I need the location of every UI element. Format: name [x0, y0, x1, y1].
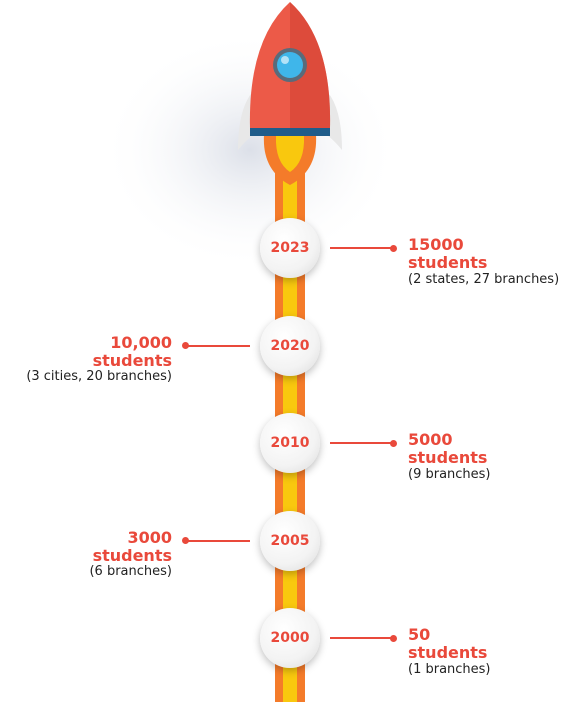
- connector-line: [186, 344, 250, 347]
- student-unit: students: [408, 448, 488, 468]
- connector-dot: [390, 244, 397, 252]
- student-count: 15000: [408, 235, 464, 254]
- student-count: 50: [408, 625, 431, 644]
- connector-line: [330, 442, 392, 444]
- year-label: 2000: [270, 630, 310, 646]
- branch-detail: (6 branches): [89, 564, 172, 580]
- branch-detail: (2 states, 27 branches): [408, 271, 560, 287]
- branch-detail: (3 cities, 20 branches): [26, 369, 172, 385]
- connector-line: [330, 637, 392, 639]
- milestone-label-2005: 3000 students (6 branches): [89, 527, 172, 581]
- rocket-window-glare: [281, 56, 289, 64]
- rocket-band: [250, 128, 330, 136]
- background-glow: [100, 30, 400, 270]
- student-count: 3000: [127, 527, 172, 547]
- rocket-window: [277, 52, 303, 78]
- connector-line: [330, 247, 392, 249]
- year-node-2000: 2000: [260, 608, 320, 668]
- connector-line: [186, 539, 250, 542]
- milestone-label-2010: 5000 students (9 branches): [408, 430, 491, 483]
- rocket-body-shade: [290, 2, 331, 128]
- student-count: 10,000: [110, 332, 172, 352]
- connector-dot: [182, 537, 189, 544]
- year-label: 2005: [270, 532, 310, 549]
- student-unit: students: [92, 545, 172, 565]
- year-node-2010: 2010: [260, 413, 320, 473]
- year-node-2020: 2020: [260, 315, 320, 376]
- student-count: 5000: [408, 430, 453, 449]
- flame-inner: [275, 132, 305, 172]
- milestone-label-2020: 10,000 students (3 cities, 20 branches): [26, 332, 172, 386]
- milestone-label-2023: 15000 students (2 states, 27 branches): [408, 235, 560, 288]
- student-unit: students: [92, 350, 172, 370]
- year-label: 2020: [270, 337, 310, 354]
- year-label: 2010: [270, 435, 310, 451]
- connector-dot: [182, 342, 189, 349]
- milestone-label-2000: 50 students (1 branches): [408, 625, 491, 678]
- year-node-2023: 2023: [260, 218, 320, 278]
- connector-dot: [390, 439, 397, 447]
- year-label: 2023: [270, 240, 310, 256]
- branch-detail: (1 branches): [408, 661, 491, 677]
- connector-dot: [390, 634, 397, 642]
- year-node-2005: 2005: [260, 510, 320, 571]
- branch-detail: (9 branches): [408, 466, 491, 482]
- student-unit: students: [408, 643, 488, 663]
- student-unit: students: [408, 253, 488, 273]
